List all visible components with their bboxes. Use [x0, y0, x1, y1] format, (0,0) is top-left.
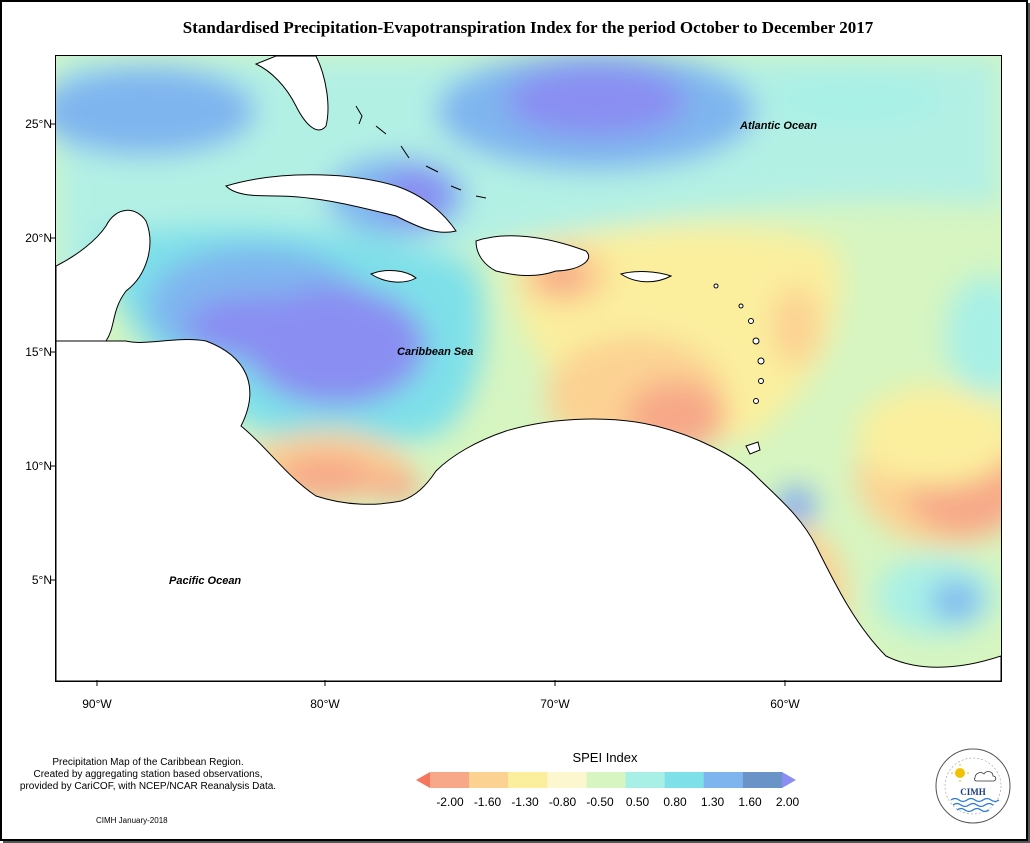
cimh-logo: CIMH [935, 748, 1011, 824]
legend-value-label: -1.60 [473, 795, 502, 809]
legend-value-label: -2.00 [436, 795, 464, 809]
spei-field [56, 56, 1001, 666]
lesser-antilles [713, 283, 765, 455]
legend-swatch [508, 772, 548, 788]
legend-colorbar [416, 772, 796, 788]
legend-value-label: 0.50 [625, 795, 650, 809]
y-tick-15n: 15°N [25, 345, 52, 359]
x-tick-60w: 60°W [770, 697, 800, 711]
spei-map [55, 55, 1002, 682]
label-atlantic-ocean: Atlantic Ocean [740, 120, 818, 132]
jamaica [369, 270, 417, 283]
legend-swatch-high-end [782, 772, 796, 788]
legend-value-label: -1.30 [511, 795, 539, 809]
legend-swatch [664, 772, 705, 788]
legend-value-label: 1.30 [700, 795, 725, 809]
puerto-rico [619, 271, 673, 283]
legend-swatch-low-end [416, 772, 430, 788]
logo-text: CIMH [960, 787, 986, 797]
legend-value-label: 1.60 [738, 795, 762, 809]
x-tick-70w: 70°W [540, 697, 570, 711]
footnote-line-1: Precipitation Map of the Caribbean Regio… [52, 757, 244, 768]
legend-value-label: -0.80 [548, 795, 577, 809]
bahamas [355, 105, 487, 199]
legend-swatch [430, 772, 470, 788]
cloud-icon [974, 771, 997, 782]
cuba [225, 174, 457, 233]
label-pacific-ocean: Pacific Ocean [169, 575, 242, 587]
wave-icon [950, 797, 1000, 813]
legend-labels: -2.00 -1.60 -1.30 -0.80 -0.50 0.50 0.80 1.30 1.6… [430, 795, 799, 811]
legend-value-label: 0.80 [663, 795, 687, 809]
sun-icon [951, 764, 969, 782]
y-tick-20n: 20°N [25, 231, 52, 245]
footnote-line-3: provided by CariCOF, with NCEP/NCAR Rean… [19, 781, 277, 792]
legend-swatch [547, 772, 587, 788]
legend-title: SPEI Index [572, 750, 638, 765]
map-canvas [56, 56, 1001, 681]
y-tick-10n: 10°N [25, 459, 52, 473]
hispaniola [475, 235, 589, 276]
footnote: Precipitation Map of the Caribbean Regio… [8, 757, 288, 793]
map-title: Standardised Precipitation-Evapotranspir… [182, 18, 874, 37]
legend-swatch [703, 772, 744, 788]
legend-swatch [586, 772, 627, 788]
credit: CIMH January-2018 [96, 816, 168, 825]
legend-swatch [625, 772, 666, 788]
y-tick-5n: 5°N [31, 573, 52, 587]
footnote-line-2: Created by aggregating station based obs… [33, 769, 263, 780]
legend-swatch [469, 772, 509, 788]
legend-swatch [742, 772, 783, 788]
y-tick-25n: 25°N [25, 117, 52, 131]
land-masses [56, 56, 1001, 681]
x-tick-90w: 90°W [82, 697, 112, 711]
legend-value-label: 2.00 [775, 795, 800, 809]
legend-value-label: -0.50 [586, 795, 614, 809]
x-tick-80w: 80°W [310, 697, 340, 711]
label-caribbean-sea: Caribbean Sea [397, 346, 474, 358]
